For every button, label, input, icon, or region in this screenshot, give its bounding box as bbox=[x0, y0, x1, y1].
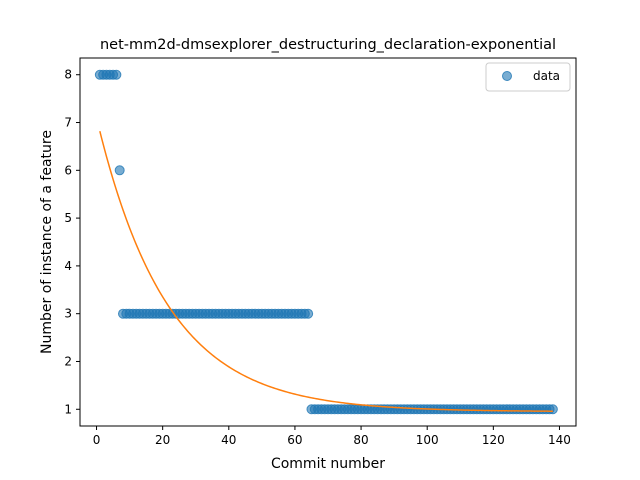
data-point bbox=[547, 404, 558, 415]
legend-marker-data bbox=[502, 71, 512, 81]
y-tick-label: 4 bbox=[64, 259, 72, 273]
x-tick-label: 80 bbox=[353, 433, 368, 447]
x-tick-label: 100 bbox=[416, 433, 439, 447]
y-tick-label: 1 bbox=[64, 402, 72, 416]
legend-label-data: data bbox=[533, 69, 560, 83]
data-point bbox=[114, 165, 125, 176]
fit-line bbox=[99, 131, 553, 412]
y-tick-label: 7 bbox=[64, 116, 72, 130]
x-tick-label: 20 bbox=[155, 433, 170, 447]
chart-title: net-mm2d-dmsexplorer_destructuring_decla… bbox=[100, 37, 556, 53]
y-axis-ticks: 1 2 3 4 5 6 7 8 bbox=[64, 68, 80, 416]
y-axis-label: Number of instance of a feature bbox=[39, 130, 55, 354]
x-tick-label: 140 bbox=[548, 433, 571, 447]
axes-frame bbox=[79, 57, 577, 427]
x-tick-label: 60 bbox=[287, 433, 302, 447]
legend-box bbox=[485, 62, 571, 92]
x-tick-label: 0 bbox=[93, 433, 101, 447]
scatter-series-data bbox=[94, 69, 558, 415]
x-axis-ticks: 0 20 40 60 80 100 120 140 bbox=[93, 426, 571, 447]
plot-area bbox=[79, 57, 577, 427]
x-tick-label: 40 bbox=[221, 433, 236, 447]
y-tick-label: 2 bbox=[64, 354, 72, 368]
y-tick-label: 8 bbox=[64, 68, 72, 82]
data-point bbox=[111, 69, 122, 80]
x-axis-label: Commit number bbox=[271, 456, 385, 472]
legend: data bbox=[485, 62, 571, 92]
y-tick-label: 3 bbox=[64, 307, 72, 321]
x-tick-label: 120 bbox=[482, 433, 505, 447]
y-tick-label: 6 bbox=[64, 163, 72, 177]
y-tick-label: 5 bbox=[64, 211, 72, 225]
data-point bbox=[303, 308, 314, 319]
